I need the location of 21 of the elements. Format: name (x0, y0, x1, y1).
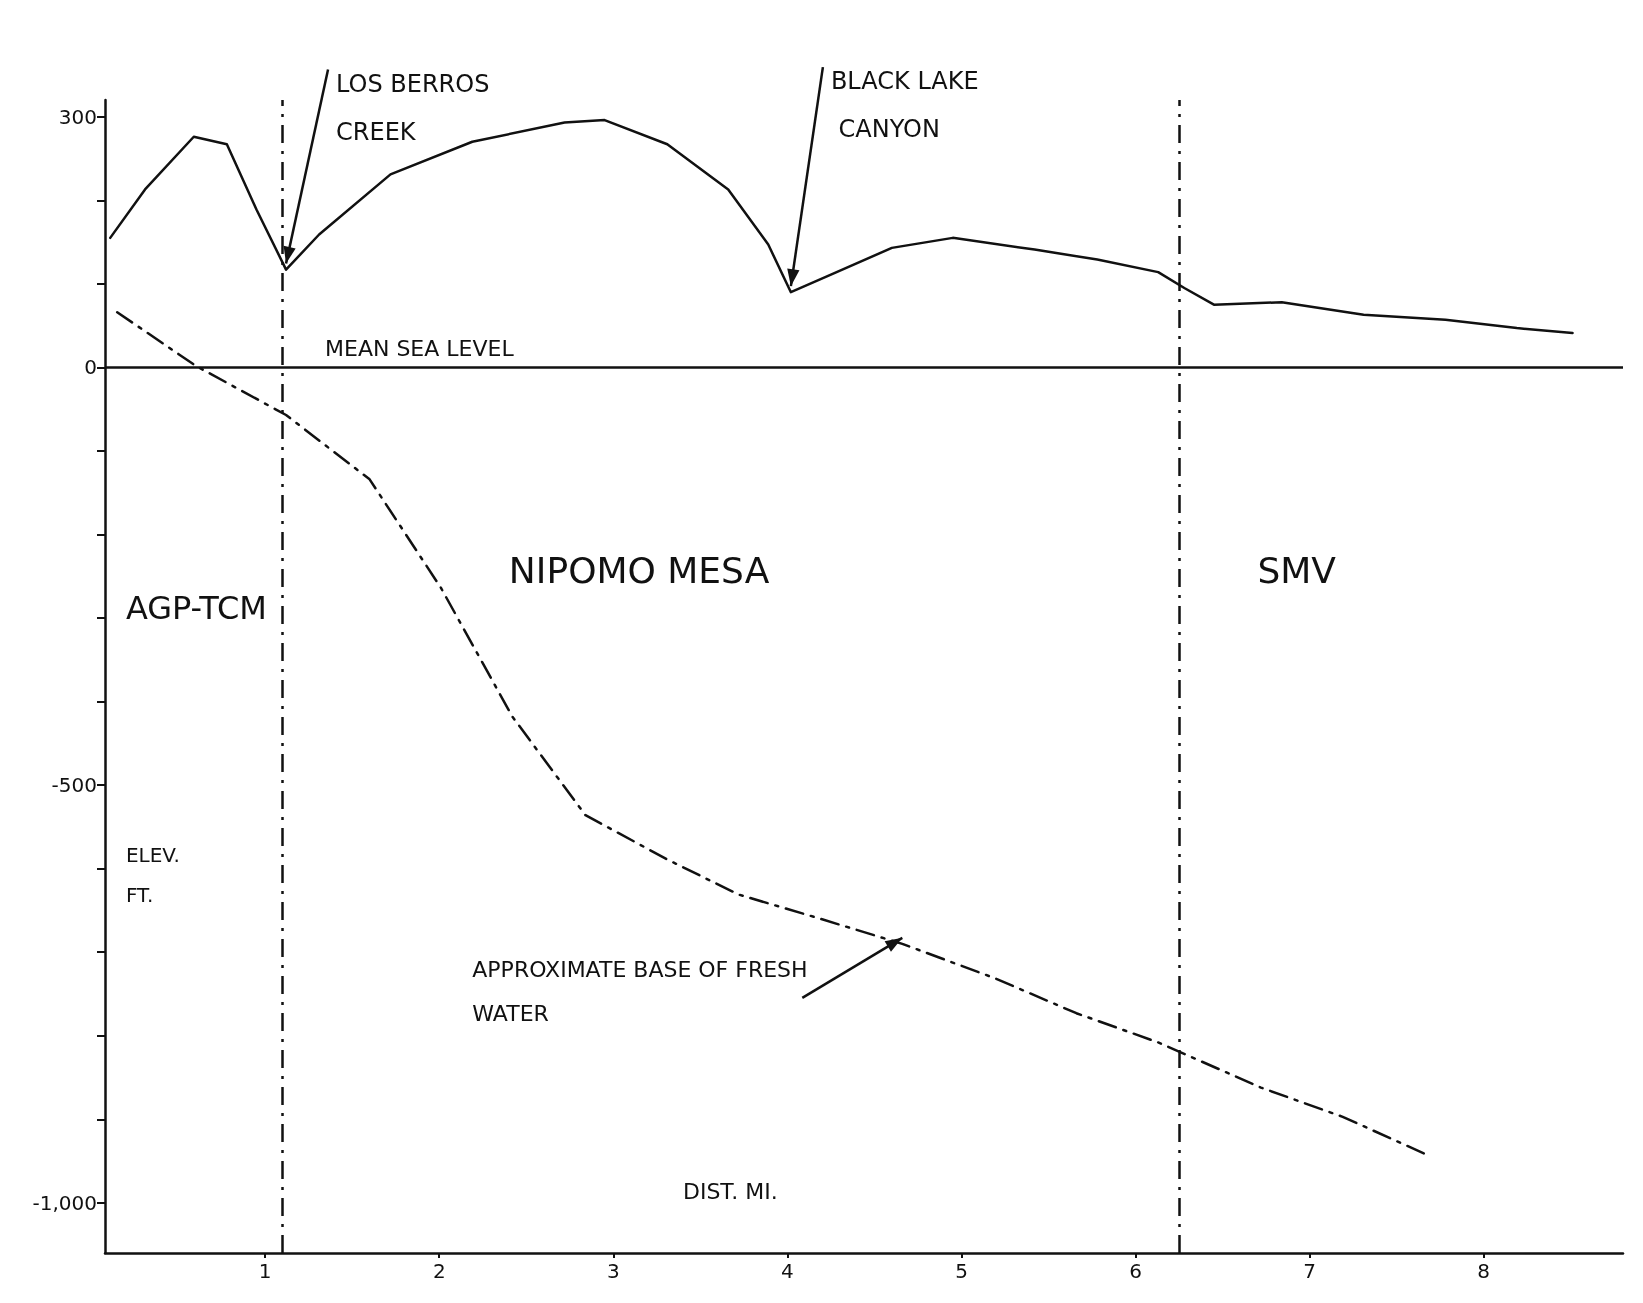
ref-line-label: MEAN SEA LEVEL (325, 335, 515, 361)
x-tick-label: 6 (1129, 1259, 1142, 1283)
x-tick-label: 7 (1303, 1259, 1317, 1283)
x-tick-label: 8 (1477, 1259, 1491, 1283)
annotation: AGP-TCM (125, 589, 267, 628)
annotation: BLACK LAKE CANYON (830, 67, 979, 144)
x-tick-label: 4 (781, 1259, 794, 1283)
y-tick-label: -500 (51, 773, 97, 798)
x-tick-label: 1 (258, 1259, 272, 1283)
annotation: SMV (1257, 549, 1337, 591)
y-tick-label: 0 (84, 355, 97, 380)
x-tick-label: 3 (606, 1259, 620, 1283)
x-axis-title: DIST. MI. (682, 1178, 778, 1204)
annotation: APPROXIMATE BASE OF FRESH WATER (472, 957, 815, 1027)
y-axis-title: ELEV. FT. (125, 843, 187, 908)
x-tick-label: 5 (955, 1259, 968, 1283)
y-tick-label: -1,000 (32, 1190, 97, 1215)
y-tick-label: 300 (58, 104, 97, 129)
annotation: LOS BERROS CREEK (336, 69, 498, 146)
x-tick-label: 2 (432, 1259, 446, 1283)
annotation: NIPOMO MESA (508, 549, 770, 591)
